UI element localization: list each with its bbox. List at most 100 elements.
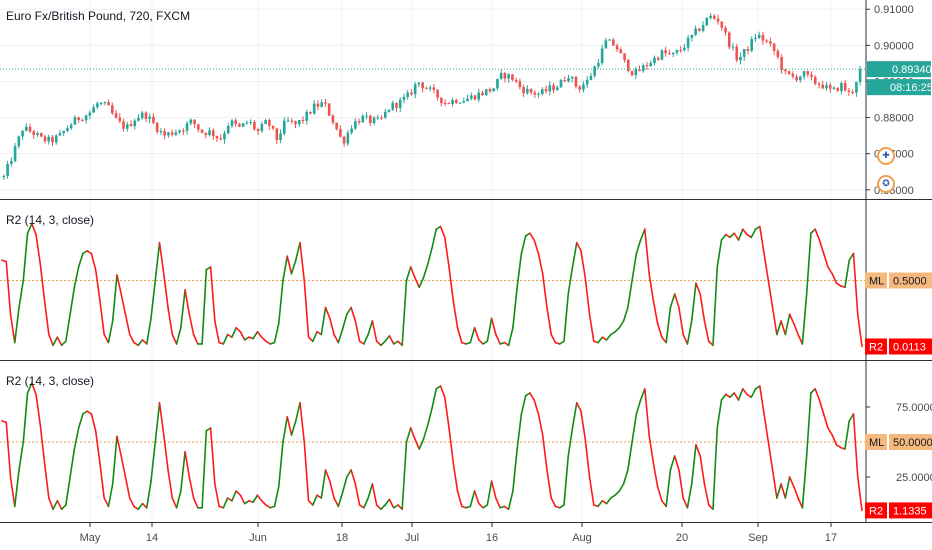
r2-line-segment xyxy=(597,336,604,344)
r2-line-segment xyxy=(805,232,812,295)
r2-line-segment xyxy=(56,499,63,511)
r2-line-segment xyxy=(682,497,689,509)
candle-body xyxy=(170,132,174,135)
candle-body xyxy=(219,138,223,140)
r2-line-segment xyxy=(729,392,736,399)
candle-body xyxy=(552,85,555,91)
r2-line-segment xyxy=(682,333,689,345)
r2-line-segment xyxy=(690,443,697,485)
r2-line-segment xyxy=(350,306,357,322)
candle-body xyxy=(92,107,95,113)
r2-line-segment xyxy=(111,274,118,322)
r2-line-segment xyxy=(73,266,80,289)
candle-body xyxy=(282,120,286,134)
r2-line-segment xyxy=(456,490,463,508)
candle-body xyxy=(17,136,21,147)
r2-line-segment xyxy=(767,279,774,309)
r2-line-segment xyxy=(541,434,548,471)
candle-body xyxy=(739,56,742,61)
ml-value-tag-top xyxy=(889,272,932,289)
r2-pane-bottom[interactable] xyxy=(0,382,866,512)
flag-gb-icon[interactable]: ✚ xyxy=(877,147,895,165)
r2-line-segment xyxy=(52,499,59,511)
time-tick-label: May xyxy=(80,532,101,544)
r2-pane-top[interactable] xyxy=(0,223,866,348)
r2-line-segment xyxy=(644,387,650,436)
candle-body xyxy=(698,28,701,31)
r2-line-segment xyxy=(495,497,501,509)
r2-line-segment xyxy=(831,272,838,285)
r2-line-segment xyxy=(648,434,655,464)
r2-line-segment xyxy=(686,483,693,509)
r2-line-segment xyxy=(367,483,374,499)
candle-body xyxy=(518,81,522,88)
r2-line-segment xyxy=(180,450,186,492)
r2-line-segment xyxy=(214,320,220,344)
r2-line-segment xyxy=(192,497,199,509)
r2-line-segment xyxy=(669,455,676,471)
r2-line-segment xyxy=(346,306,352,316)
r2-line-segment xyxy=(162,272,169,309)
candle-body xyxy=(578,86,582,90)
r2-line-segment xyxy=(124,476,131,499)
candle-body xyxy=(398,99,402,109)
candle-body xyxy=(544,89,548,92)
candle-body xyxy=(346,132,350,144)
candle-body xyxy=(731,46,735,48)
r2-line-segment xyxy=(563,293,570,343)
r2-line-segment xyxy=(137,502,144,511)
r2-line-segment xyxy=(533,399,540,415)
r2-line-segment xyxy=(814,228,821,241)
candle-body xyxy=(286,120,290,122)
r2-line-segment xyxy=(852,252,859,316)
price-pane[interactable] xyxy=(0,13,866,180)
r2-line-segment xyxy=(588,476,595,506)
r2-line-segment xyxy=(533,239,540,255)
candle-body xyxy=(406,92,410,98)
r2-line-segment xyxy=(665,469,672,508)
candle-body xyxy=(769,41,772,44)
candle-body xyxy=(664,50,668,54)
r2-line-segment xyxy=(703,483,710,506)
candle-body xyxy=(776,50,780,58)
r2-line-segment xyxy=(414,438,421,450)
r2-line-segment xyxy=(831,434,838,446)
candle-body xyxy=(653,57,656,64)
r2-line-segment xyxy=(550,333,557,344)
candle-body xyxy=(159,131,163,133)
r2-line-segment xyxy=(750,228,757,239)
r2-line-segment xyxy=(827,266,833,275)
r2-line-segment xyxy=(614,490,621,497)
r2-line-segment xyxy=(239,330,246,341)
candle-body xyxy=(223,133,226,140)
candle-body xyxy=(784,69,787,72)
r2-line-segment xyxy=(303,441,310,502)
r2-line-segment xyxy=(128,497,135,508)
candle-body xyxy=(608,39,611,41)
r2-line-segment xyxy=(120,455,127,478)
r2-label-top: R2 xyxy=(869,341,883,353)
candle-body xyxy=(675,50,679,53)
r2-line-segment xyxy=(656,485,663,502)
candle-body xyxy=(496,78,499,89)
price-pane-title: Euro Fx/British Pound, 720, FXCM xyxy=(6,9,190,23)
r2-line-segment xyxy=(490,317,497,336)
r2-line-segment xyxy=(256,494,263,502)
time-tick-label: 20 xyxy=(676,532,688,544)
r2-line-segment xyxy=(388,335,395,345)
time-tick-label: Sep xyxy=(748,532,768,544)
candle-body xyxy=(324,102,327,104)
candle-body xyxy=(454,99,458,103)
candle-body xyxy=(828,85,832,89)
r2-line-segment xyxy=(473,490,480,505)
r2-line-segment xyxy=(299,241,306,282)
candle-body xyxy=(245,122,249,124)
r2-line-segment xyxy=(575,401,582,413)
flag-eu-icon[interactable]: ✪ xyxy=(877,175,895,193)
candle-body xyxy=(765,40,768,42)
candle-body xyxy=(742,49,746,57)
r2-line-segment xyxy=(341,476,348,494)
candle-body xyxy=(354,121,357,129)
r2-line-segment xyxy=(835,443,842,449)
